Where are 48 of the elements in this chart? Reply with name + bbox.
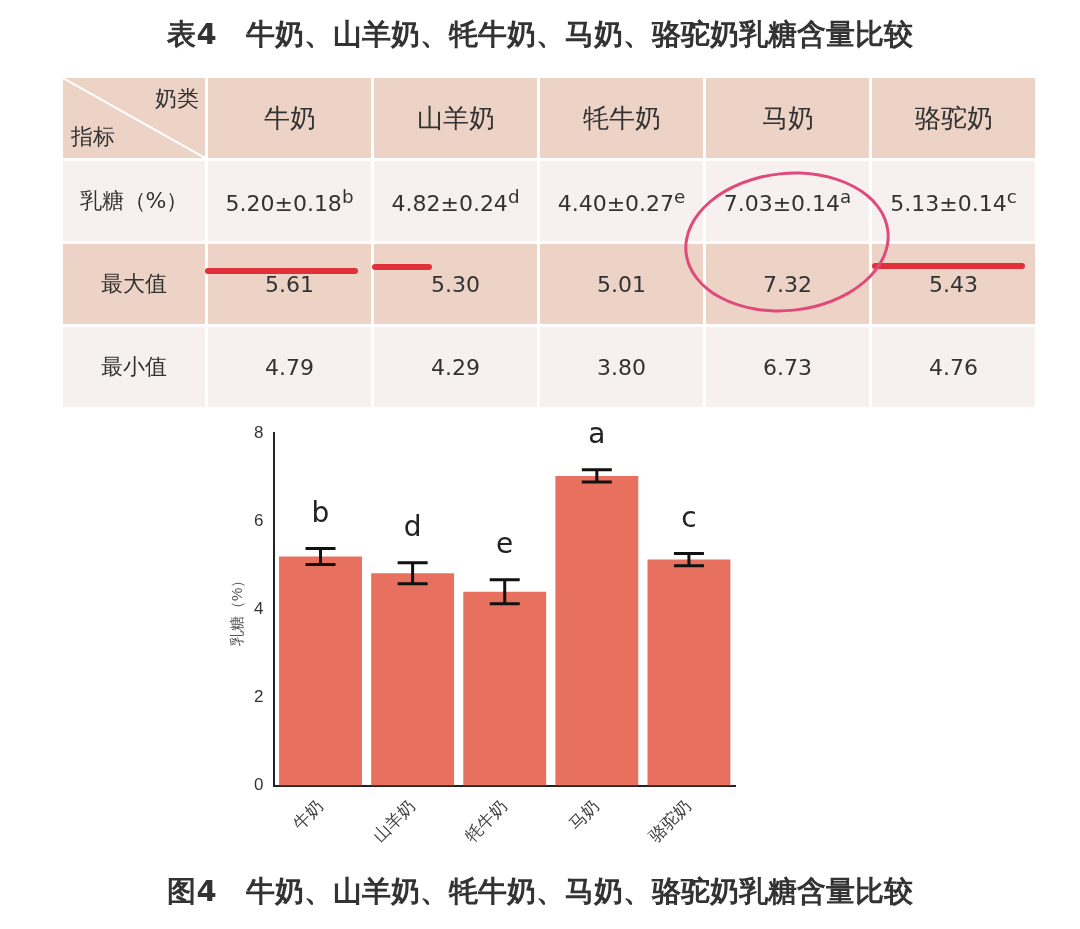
data-label: 4.79	[208, 327, 371, 407]
data-label: 4.76	[872, 327, 1035, 407]
category-label: 牦牛奶	[540, 78, 703, 158]
y-axis-title: 乳糖（%）	[228, 572, 246, 647]
bar	[371, 573, 455, 786]
data-label: 5.13±0.14$^{c}$	[872, 161, 1035, 241]
x-tick-label: 山羊奶	[369, 796, 419, 846]
text: 表4 牛奶、山羊奶、牦牛奶、马奶、骆驼奶乳糖含量比较	[166, 16, 914, 53]
bar	[463, 591, 547, 786]
text: 奶类	[155, 85, 199, 113]
x-tick-label: 马奶	[565, 796, 603, 834]
category-label: 牛奶	[208, 78, 371, 158]
data-label: 4.29	[374, 327, 537, 407]
y-tick-label: 4	[253, 599, 264, 619]
data-label: 6.73	[706, 327, 869, 407]
x-tick-label: 牦牛奶	[461, 796, 511, 846]
series-label: 最小值	[63, 327, 205, 407]
data-label: 3.80	[540, 327, 703, 407]
bar	[647, 559, 731, 786]
x-tick-label: 骆驼奶	[645, 796, 696, 846]
series-label: 最大值	[63, 244, 205, 324]
data-label: 5.01	[540, 244, 703, 324]
bar	[555, 475, 639, 786]
y-tick-label: 8	[253, 422, 264, 442]
data-label: 5.61	[208, 244, 371, 324]
annotation: b	[311, 495, 330, 529]
data-label: 5.30	[374, 244, 537, 324]
category-label: 山羊奶	[374, 78, 537, 158]
data-label: 5.43	[872, 244, 1035, 324]
text: 指标	[71, 123, 115, 151]
annotation: c	[681, 500, 697, 534]
category-label: 骆驼奶	[872, 78, 1035, 158]
x-tick-label: 牛奶	[289, 796, 327, 834]
y-tick-label: 6	[253, 510, 264, 530]
data-label: 4.40±0.27$^{e}$	[540, 161, 703, 241]
data-label: 7.32	[706, 244, 869, 324]
data-label: 5.20±0.18$^{b}$	[208, 161, 371, 241]
y-tick-label: 0	[253, 775, 264, 795]
text: 图4 牛奶、山羊奶、牦牛奶、马奶、骆驼奶乳糖含量比较	[166, 873, 914, 910]
series-label: 乳糖（%）	[63, 161, 205, 241]
data-label: 4.82±0.24$^{d}$	[374, 161, 537, 241]
annotation: e	[496, 527, 514, 561]
y-tick-label: 2	[253, 687, 264, 707]
annotation: a	[588, 417, 606, 451]
annotation: d	[403, 509, 422, 543]
bar	[279, 556, 362, 786]
category-label: 马奶	[706, 78, 869, 158]
data-label: 7.03±0.14$^{a}$	[706, 161, 869, 241]
